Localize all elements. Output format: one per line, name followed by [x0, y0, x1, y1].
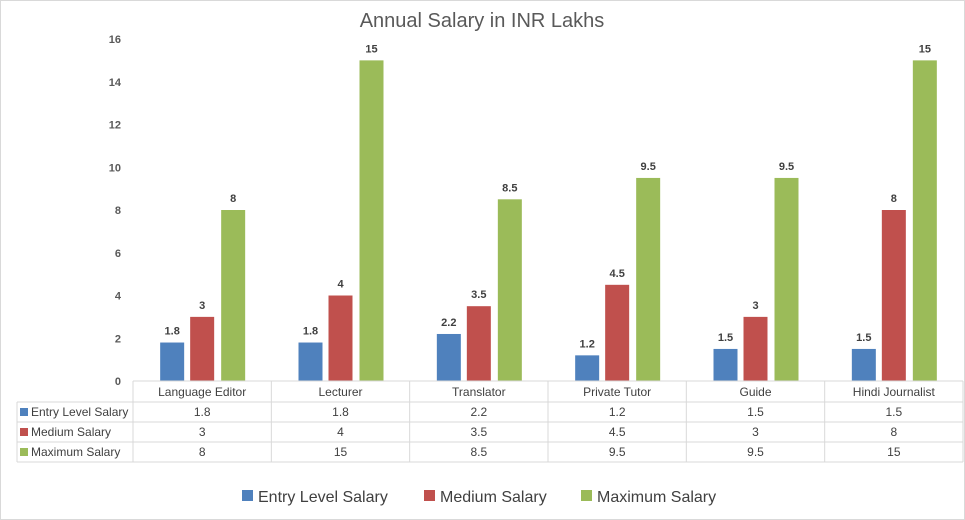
bar — [743, 316, 768, 381]
data-label: 2.2 — [441, 317, 456, 329]
bar — [436, 333, 461, 381]
data-label: 1.8 — [303, 326, 318, 338]
table-cell: 4 — [337, 425, 344, 439]
data-label: 9.5 — [641, 161, 656, 173]
data-label: 1.5 — [856, 332, 871, 344]
table-series-label: Maximum Salary — [31, 445, 120, 459]
y-tick-label: 8 — [115, 205, 121, 217]
legend-label: Maximum Salary — [597, 489, 716, 506]
table-cell: 3.5 — [470, 425, 487, 439]
table-cell: 1.5 — [747, 405, 764, 419]
legend-key — [242, 490, 253, 501]
bar — [328, 295, 353, 381]
table-cell: 15 — [887, 445, 901, 459]
table-series-label: Entry Level Salary — [31, 405, 128, 419]
table-legend-key — [20, 428, 28, 436]
table-cell: 1.8 — [194, 405, 211, 419]
y-tick-label: 16 — [109, 34, 121, 46]
bar — [466, 306, 491, 381]
category-label: Hindi Journalist — [853, 385, 936, 399]
data-label: 4.5 — [610, 268, 625, 280]
category-label: Guide — [739, 385, 771, 399]
table-series-label: Medium Salary — [31, 425, 111, 439]
data-label: 3 — [199, 300, 205, 312]
table-cell: 15 — [334, 445, 348, 459]
table-cell: 9.5 — [609, 445, 626, 459]
table-cell: 8 — [890, 425, 897, 439]
table-cell: 3 — [752, 425, 759, 439]
bar — [359, 60, 384, 381]
table-cell: 1.2 — [609, 405, 626, 419]
category-label: Private Tutor — [583, 385, 651, 399]
data-label: 8.5 — [502, 182, 517, 194]
table-cell: 8.5 — [470, 445, 487, 459]
bar — [575, 355, 600, 381]
bar — [605, 284, 630, 381]
table-cell: 1.5 — [885, 405, 902, 419]
y-tick-label: 14 — [109, 77, 122, 89]
category-label: Language Editor — [158, 385, 246, 399]
bar — [160, 342, 185, 381]
data-label: 15 — [365, 43, 377, 55]
legend-key — [581, 490, 592, 501]
data-label: 3 — [752, 300, 758, 312]
bar — [713, 348, 738, 381]
bar — [851, 348, 876, 381]
table-cell: 1.8 — [332, 405, 349, 419]
data-label: 3.5 — [471, 289, 486, 301]
category-label: Lecturer — [318, 385, 362, 399]
legend-label: Medium Salary — [440, 489, 547, 506]
table-cell: 3 — [199, 425, 206, 439]
table-legend-key — [20, 448, 28, 456]
table-cell: 8 — [199, 445, 206, 459]
bar — [497, 199, 522, 381]
y-tick-label: 10 — [109, 162, 121, 174]
bar — [912, 60, 937, 381]
legend-label: Entry Level Salary — [258, 489, 388, 506]
data-label: 9.5 — [779, 161, 794, 173]
bar — [774, 177, 799, 381]
table-legend-key — [20, 408, 28, 416]
category-label: Translator — [452, 385, 506, 399]
data-label: 1.8 — [165, 326, 180, 338]
legend-key — [424, 490, 435, 501]
y-tick-label: 0 — [115, 376, 121, 388]
y-tick-label: 12 — [109, 120, 121, 132]
data-label: 4 — [337, 279, 344, 291]
bar — [298, 342, 323, 381]
bar — [190, 316, 215, 381]
table-cell: 9.5 — [747, 445, 764, 459]
bar — [636, 177, 661, 381]
data-label: 15 — [919, 43, 931, 55]
data-label: 1.5 — [718, 332, 733, 344]
y-tick-label: 4 — [115, 291, 122, 303]
chart-title: Annual Salary in INR Lakhs — [360, 10, 605, 32]
data-label: 8 — [891, 193, 897, 205]
data-label: 8 — [230, 193, 236, 205]
bar — [881, 210, 906, 381]
table-cell: 4.5 — [609, 425, 626, 439]
table-cell: 2.2 — [470, 405, 487, 419]
data-label: 1.2 — [580, 338, 595, 350]
y-tick-label: 2 — [115, 333, 121, 345]
y-tick-label: 6 — [115, 248, 121, 260]
bar — [221, 210, 246, 381]
